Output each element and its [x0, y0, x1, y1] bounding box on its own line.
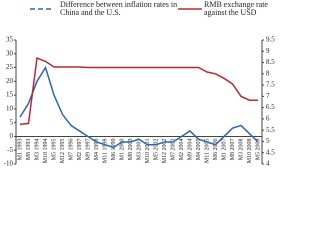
y-tick-label: 20 [6, 77, 14, 85]
y-tick-label: 35 [6, 36, 14, 44]
x-tick-label: M2 1997 [77, 138, 83, 160]
y-tick-label: 15 [6, 91, 14, 99]
chart: -10 -5 0 5 10 15 20 25 30 35 4 4.5 5 5.5 6 6.5 7 7.5 8 8.5 9… [4, 8, 275, 168]
y2-tick-label: 6.5 [266, 103, 275, 111]
x-tick-label: M12 1995 [60, 138, 66, 163]
x-tick-label: M8 2000 [128, 138, 134, 160]
y2-tick-label: 7 [266, 92, 270, 100]
y2-tick-label: 4.5 [266, 148, 275, 156]
y2-tick-label: 5 [266, 137, 270, 145]
y2-tick-label: 6 [266, 115, 270, 123]
x-tick-label: M1 2000 [119, 138, 125, 160]
legend-label: RMB exchange rate against the USD [204, 0, 268, 17]
x-tick-label: M5 2002 [153, 138, 159, 160]
y2-tick-label: 4 [266, 160, 270, 168]
x-tick-label: M12 2002 [162, 138, 168, 163]
x-tick-label: M8 1993 [26, 138, 32, 160]
x-tick-label: M11 1998 [102, 138, 108, 163]
x-tick-label: M6 1999 [111, 138, 117, 160]
x-tick-label: M2 2004 [179, 138, 185, 160]
page: {"chart_data":{"type":"line", "categorie… [3, 0, 276, 168]
y2-tick-label: 7.5 [266, 81, 275, 89]
y2-tick-label: 9 [266, 47, 270, 55]
x-tick-label: M1 2007 [221, 138, 227, 160]
y2-tick-label: 8.5 [266, 58, 275, 66]
y2-tick-label: 8 [266, 69, 270, 77]
x-tick-label: M8 2007 [230, 138, 236, 160]
x-tick-label: M9 1997 [85, 138, 91, 160]
y-tick-label: 10 [6, 104, 14, 112]
x-tick-label: M10 2008 [247, 138, 253, 163]
x-tick-label: M10 2001 [145, 138, 151, 163]
series-line [19, 56, 258, 126]
x-tick-label: M6 2006 [213, 138, 219, 160]
x-tick-label: M3 1994 [34, 138, 40, 160]
y-tick-label: 30 [6, 49, 14, 57]
x-tick-label: M3 2001 [136, 138, 142, 160]
series-line [19, 65, 259, 149]
x-tick-label: M3 2008 [238, 138, 244, 160]
y-tick-label: 5 [10, 118, 14, 126]
y-tick-label: 25 [6, 63, 14, 71]
y2-tick-label: 9.5 [266, 36, 275, 44]
legend-label: Difference between inflation rates in Ch… [60, 0, 178, 17]
y-tick-label: -10 [4, 160, 14, 168]
x-tick-label: M7 1996 [68, 138, 74, 160]
y2-tick-label: 5.5 [266, 126, 275, 134]
x-tick-label: M4 1998 [94, 138, 100, 160]
x-tick-label: M4 2005 [196, 138, 202, 160]
x-tick-label: M5 2009 [255, 138, 261, 160]
y-tick-label: -5 [7, 146, 13, 154]
x-tick-label: M11 2005 [204, 138, 210, 163]
x-tick-label: M1 1993 [17, 138, 23, 160]
x-tick-label: M7 2003 [170, 138, 176, 160]
x-tick-label: M5 1995 [51, 138, 57, 160]
y-tick-label: 0 [10, 132, 14, 140]
x-tick-label: M9 2004 [187, 138, 193, 160]
x-tick-label: M10 1994 [43, 138, 49, 163]
